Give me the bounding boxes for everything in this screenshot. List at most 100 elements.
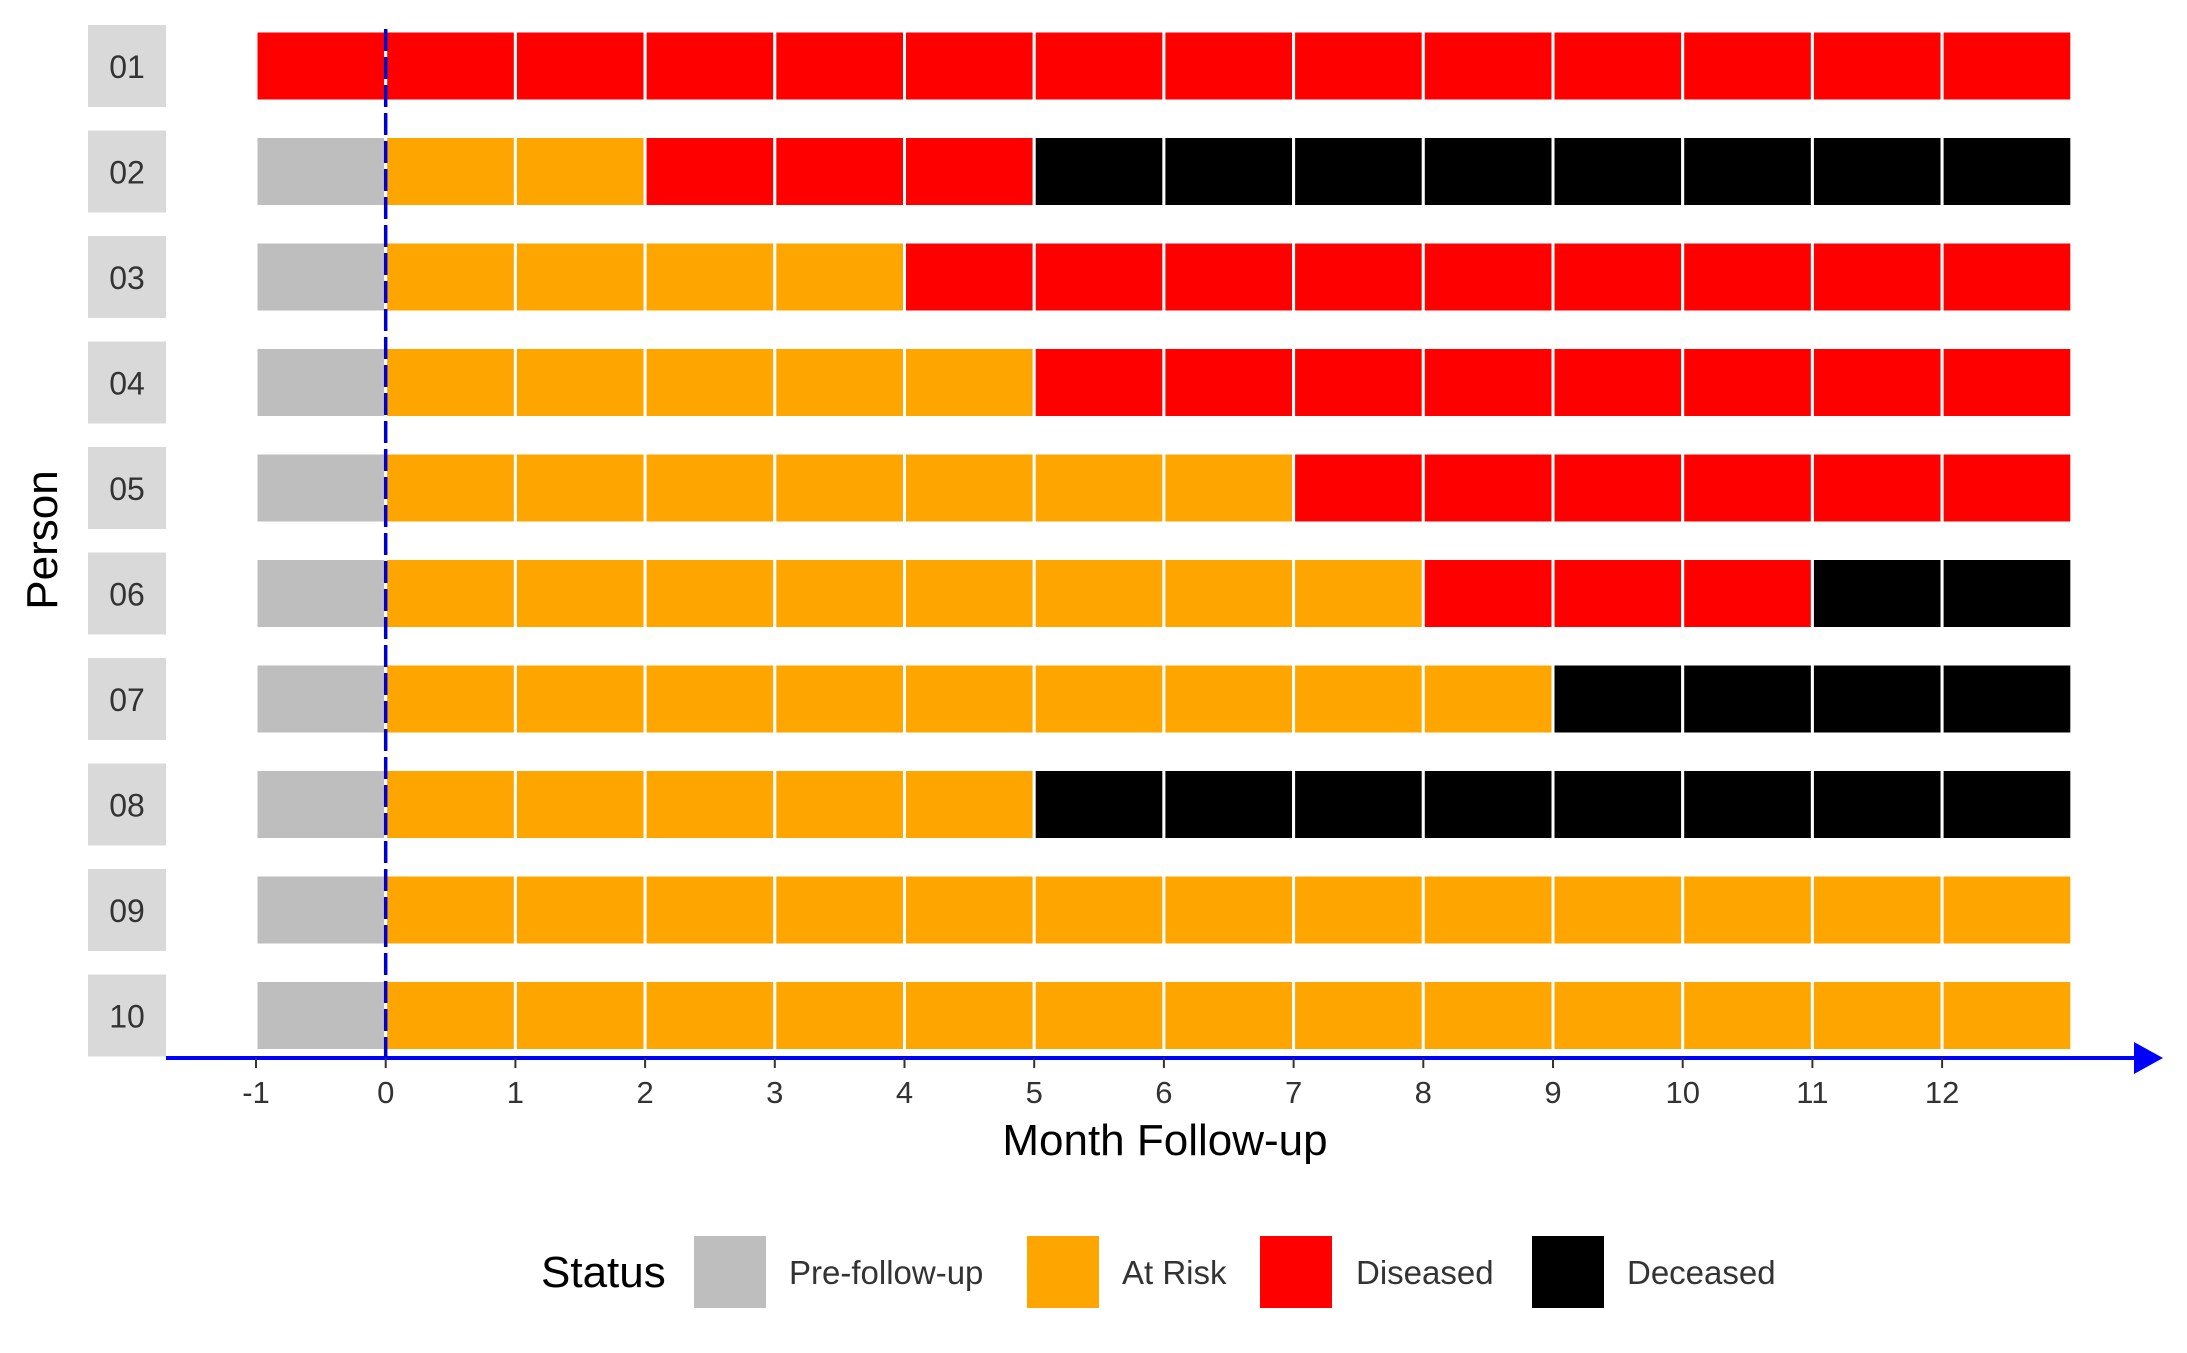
legend-key-3 bbox=[1532, 1236, 1604, 1308]
status-cell-06-8 bbox=[1421, 557, 1555, 630]
status-cell-09-5 bbox=[1032, 873, 1166, 947]
x-tick-label-9: 9 bbox=[1544, 1075, 1561, 1110]
status-cell-04-4 bbox=[903, 346, 1036, 419]
status-cell-09-8 bbox=[1421, 873, 1555, 947]
legend-label-3: Deceased bbox=[1627, 1254, 1776, 1291]
y-axis-title: Person bbox=[18, 470, 67, 609]
status-cell-07-5 bbox=[1032, 662, 1166, 736]
status-cell-01-7 bbox=[1292, 29, 1425, 103]
status-cell-08-8 bbox=[1421, 768, 1555, 841]
x-tick-label-6: 6 bbox=[1155, 1075, 1172, 1110]
status-cell-10-8 bbox=[1421, 979, 1555, 1052]
person-strip-01 bbox=[88, 25, 166, 107]
person-label-06: 06 bbox=[109, 577, 145, 613]
status-cell-08-9 bbox=[1551, 768, 1685, 841]
person-label-03: 03 bbox=[109, 260, 145, 296]
status-cell-02-2 bbox=[643, 135, 777, 208]
person-label-08: 08 bbox=[109, 788, 145, 824]
status-cell-08-6 bbox=[1162, 768, 1296, 841]
status-cell-02--1 bbox=[254, 135, 388, 208]
legend-key-0 bbox=[694, 1236, 766, 1308]
status-cell-04-7 bbox=[1292, 346, 1425, 419]
status-cell-07-1 bbox=[513, 662, 647, 736]
status-cell-07-3 bbox=[773, 662, 906, 736]
status-cell-02-7 bbox=[1292, 135, 1425, 208]
status-cell-03-6 bbox=[1162, 240, 1296, 314]
status-cell-02-1 bbox=[513, 135, 647, 208]
status-cell-09-9 bbox=[1551, 873, 1685, 947]
person-strip-10 bbox=[88, 974, 166, 1057]
status-cell-08-2 bbox=[643, 768, 777, 841]
status-cell-07-8 bbox=[1421, 662, 1555, 736]
status-cell-01-10 bbox=[1681, 29, 1814, 103]
person-strip-06 bbox=[88, 552, 166, 635]
status-cell-01-9 bbox=[1551, 29, 1685, 103]
status-cell-01-6 bbox=[1162, 29, 1296, 103]
status-cell-06-11 bbox=[1810, 557, 1944, 630]
status-cell-02-5 bbox=[1032, 135, 1166, 208]
status-cell-07-0 bbox=[384, 662, 517, 736]
status-cell-03-5 bbox=[1032, 240, 1166, 314]
status-cell-06-6 bbox=[1162, 557, 1296, 630]
status-cell-07-7 bbox=[1292, 662, 1425, 736]
x-tick-label-11: 11 bbox=[1796, 1075, 1828, 1110]
status-cell-05-0 bbox=[384, 451, 517, 525]
status-cell-10-9 bbox=[1551, 979, 1685, 1052]
status-legend: Status Pre-follow-up At Risk Diseased Deceas… bbox=[541, 1236, 1776, 1308]
status-cell-06-4 bbox=[903, 557, 1036, 630]
status-cell-02-0 bbox=[384, 135, 517, 208]
status-cell-07--1 bbox=[254, 662, 388, 736]
status-cell-05-6 bbox=[1162, 451, 1296, 525]
status-cell-01-2 bbox=[643, 29, 777, 103]
status-cell-03-2 bbox=[643, 240, 777, 314]
status-cell-09-12 bbox=[1940, 873, 2074, 947]
status-cell-08-12 bbox=[1940, 768, 2074, 841]
status-cell-03-4 bbox=[903, 240, 1036, 314]
status-cell-02-6 bbox=[1162, 135, 1296, 208]
legend-key-1 bbox=[1027, 1236, 1099, 1308]
status-cell-06-2 bbox=[643, 557, 777, 630]
status-cell-09-6 bbox=[1162, 873, 1296, 947]
status-cell-09-3 bbox=[773, 873, 906, 947]
person-label-10: 10 bbox=[109, 999, 145, 1035]
status-cell-10-5 bbox=[1032, 979, 1166, 1052]
status-cell-05-4 bbox=[903, 451, 1036, 525]
status-cell-04-5 bbox=[1032, 346, 1166, 419]
status-cell-07-9 bbox=[1551, 662, 1685, 736]
status-cell-04-0 bbox=[384, 346, 517, 419]
x-axis-title: Month Follow-up bbox=[1002, 1116, 1327, 1165]
person-strip-02 bbox=[88, 130, 166, 213]
status-cell-02-8 bbox=[1421, 135, 1555, 208]
status-cell-01-8 bbox=[1421, 29, 1555, 103]
status-cell-05--1 bbox=[254, 451, 388, 525]
status-cell-04-10 bbox=[1681, 346, 1814, 419]
status-cell-04-6 bbox=[1162, 346, 1296, 419]
status-cell-03-10 bbox=[1681, 240, 1814, 314]
status-cell-06-7 bbox=[1292, 557, 1425, 630]
person-strip-07 bbox=[88, 658, 166, 740]
status-cell-05-3 bbox=[773, 451, 906, 525]
status-cell-06-12 bbox=[1940, 557, 2074, 630]
status-cell-02-9 bbox=[1551, 135, 1685, 208]
status-cell-07-12 bbox=[1940, 662, 2074, 736]
status-cell-05-10 bbox=[1681, 451, 1814, 525]
status-cell-07-4 bbox=[903, 662, 1036, 736]
status-cell-09-11 bbox=[1810, 873, 1944, 947]
status-cell-01-11 bbox=[1810, 29, 1944, 103]
status-cell-06--1 bbox=[254, 557, 388, 630]
status-cell-03-1 bbox=[513, 240, 647, 314]
status-cell-02-4 bbox=[903, 135, 1036, 208]
status-cell-10--1 bbox=[254, 979, 388, 1052]
status-cell-08-4 bbox=[903, 768, 1036, 841]
status-cell-07-6 bbox=[1162, 662, 1296, 736]
status-cell-04--1 bbox=[254, 346, 388, 419]
status-cell-04-2 bbox=[643, 346, 777, 419]
x-axis-arrow-icon bbox=[2134, 1042, 2163, 1074]
status-cell-08-3 bbox=[773, 768, 906, 841]
status-cell-04-9 bbox=[1551, 346, 1685, 419]
status-cell-08-1 bbox=[513, 768, 647, 841]
x-tick-label-0: 0 bbox=[377, 1075, 394, 1110]
status-cell-06-1 bbox=[513, 557, 647, 630]
status-cell-10-0 bbox=[384, 979, 517, 1052]
status-cell-06-10 bbox=[1681, 557, 1814, 630]
